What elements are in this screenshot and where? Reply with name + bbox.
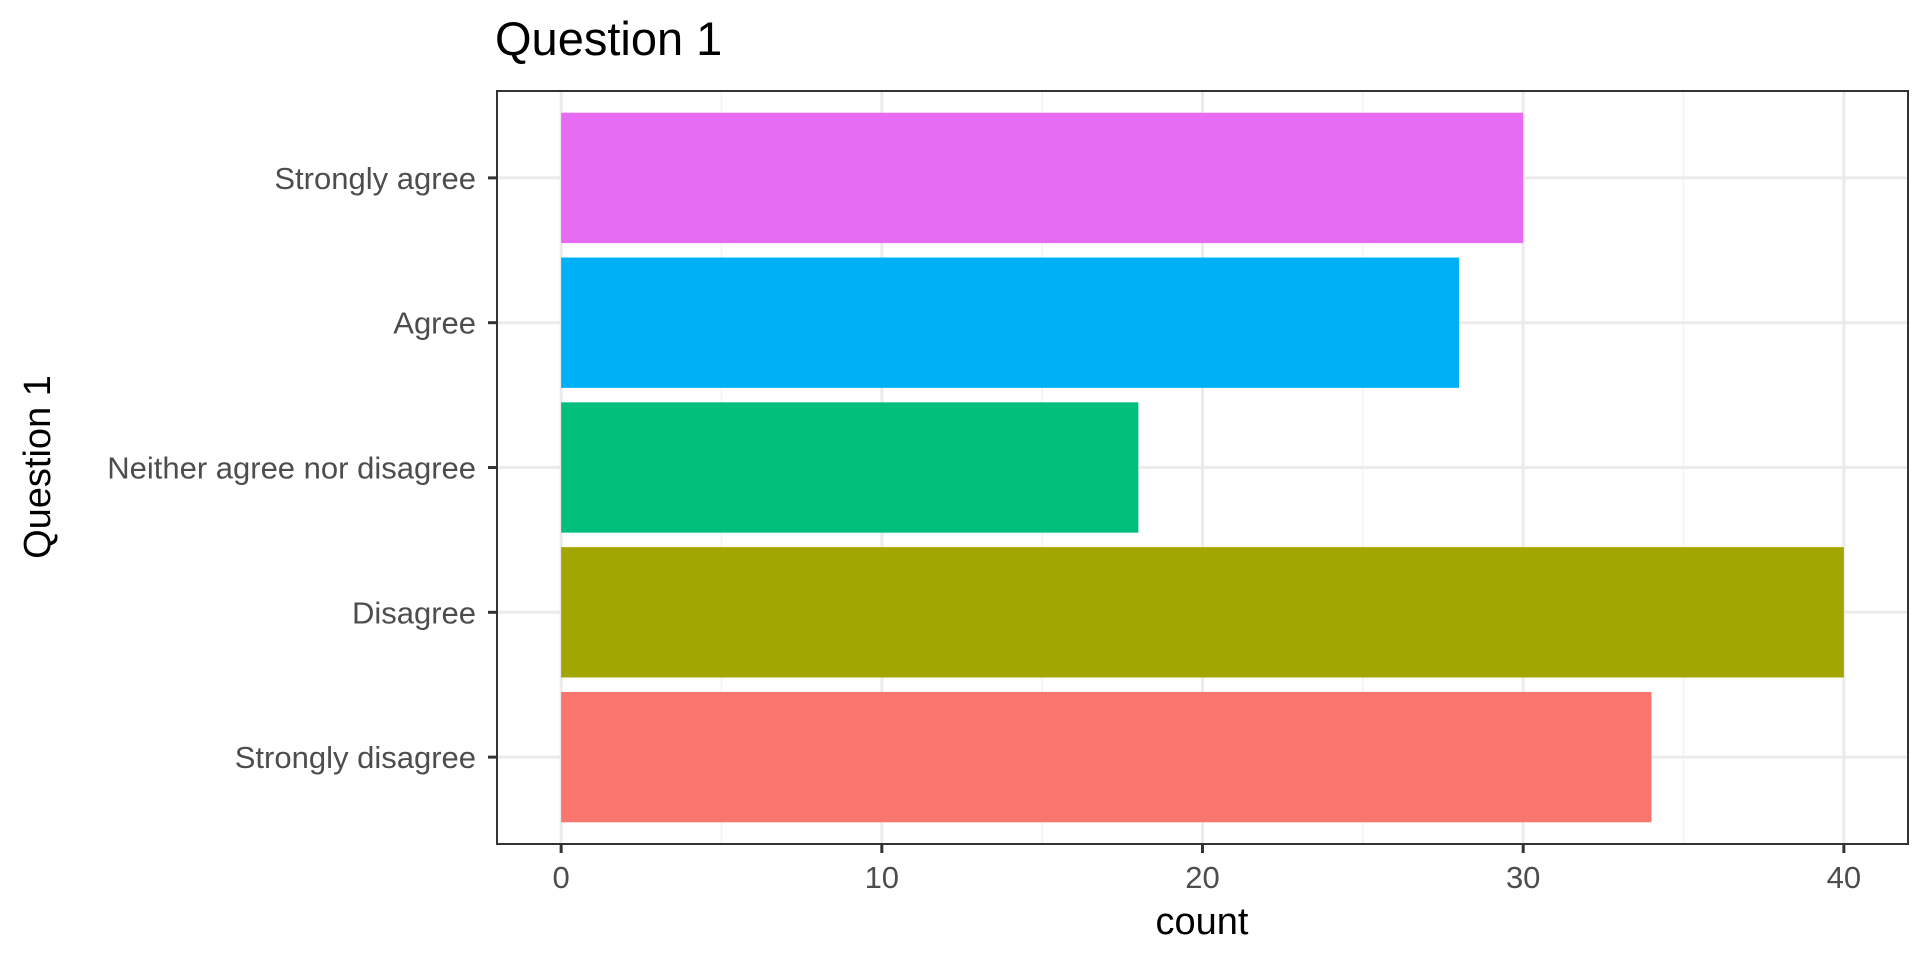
x-axis-title: count (1156, 901, 1249, 943)
bar-strongly-agree (561, 112, 1524, 244)
bar-agree (561, 257, 1460, 388)
x-axis: 0 10 20 30 40 (553, 844, 1861, 895)
y-tick-label: Disagree (352, 595, 476, 630)
x-tick-label: 30 (1506, 860, 1540, 895)
y-axis-title: Question 1 (17, 375, 59, 559)
x-tick-label: 20 (1185, 860, 1219, 895)
x-tick-label: 0 (553, 860, 570, 895)
y-tick-label: Agree (393, 306, 476, 341)
bar-disagree (561, 547, 1844, 678)
x-tick-label: 10 (865, 860, 899, 895)
y-tick-label: Strongly agree (274, 161, 476, 196)
x-tick-label: 40 (1827, 860, 1861, 895)
y-tick-label: Neither agree nor disagree (107, 451, 476, 486)
y-axis: Strongly disagree Disagree Neither agree n… (107, 161, 497, 775)
bars (561, 112, 1844, 823)
bar-neither-agree-nor-disagree (561, 402, 1139, 533)
bar-strongly-disagree (561, 691, 1652, 823)
y-tick-label: Strongly disagree (235, 740, 476, 775)
chart-title: Question 1 (495, 12, 722, 65)
